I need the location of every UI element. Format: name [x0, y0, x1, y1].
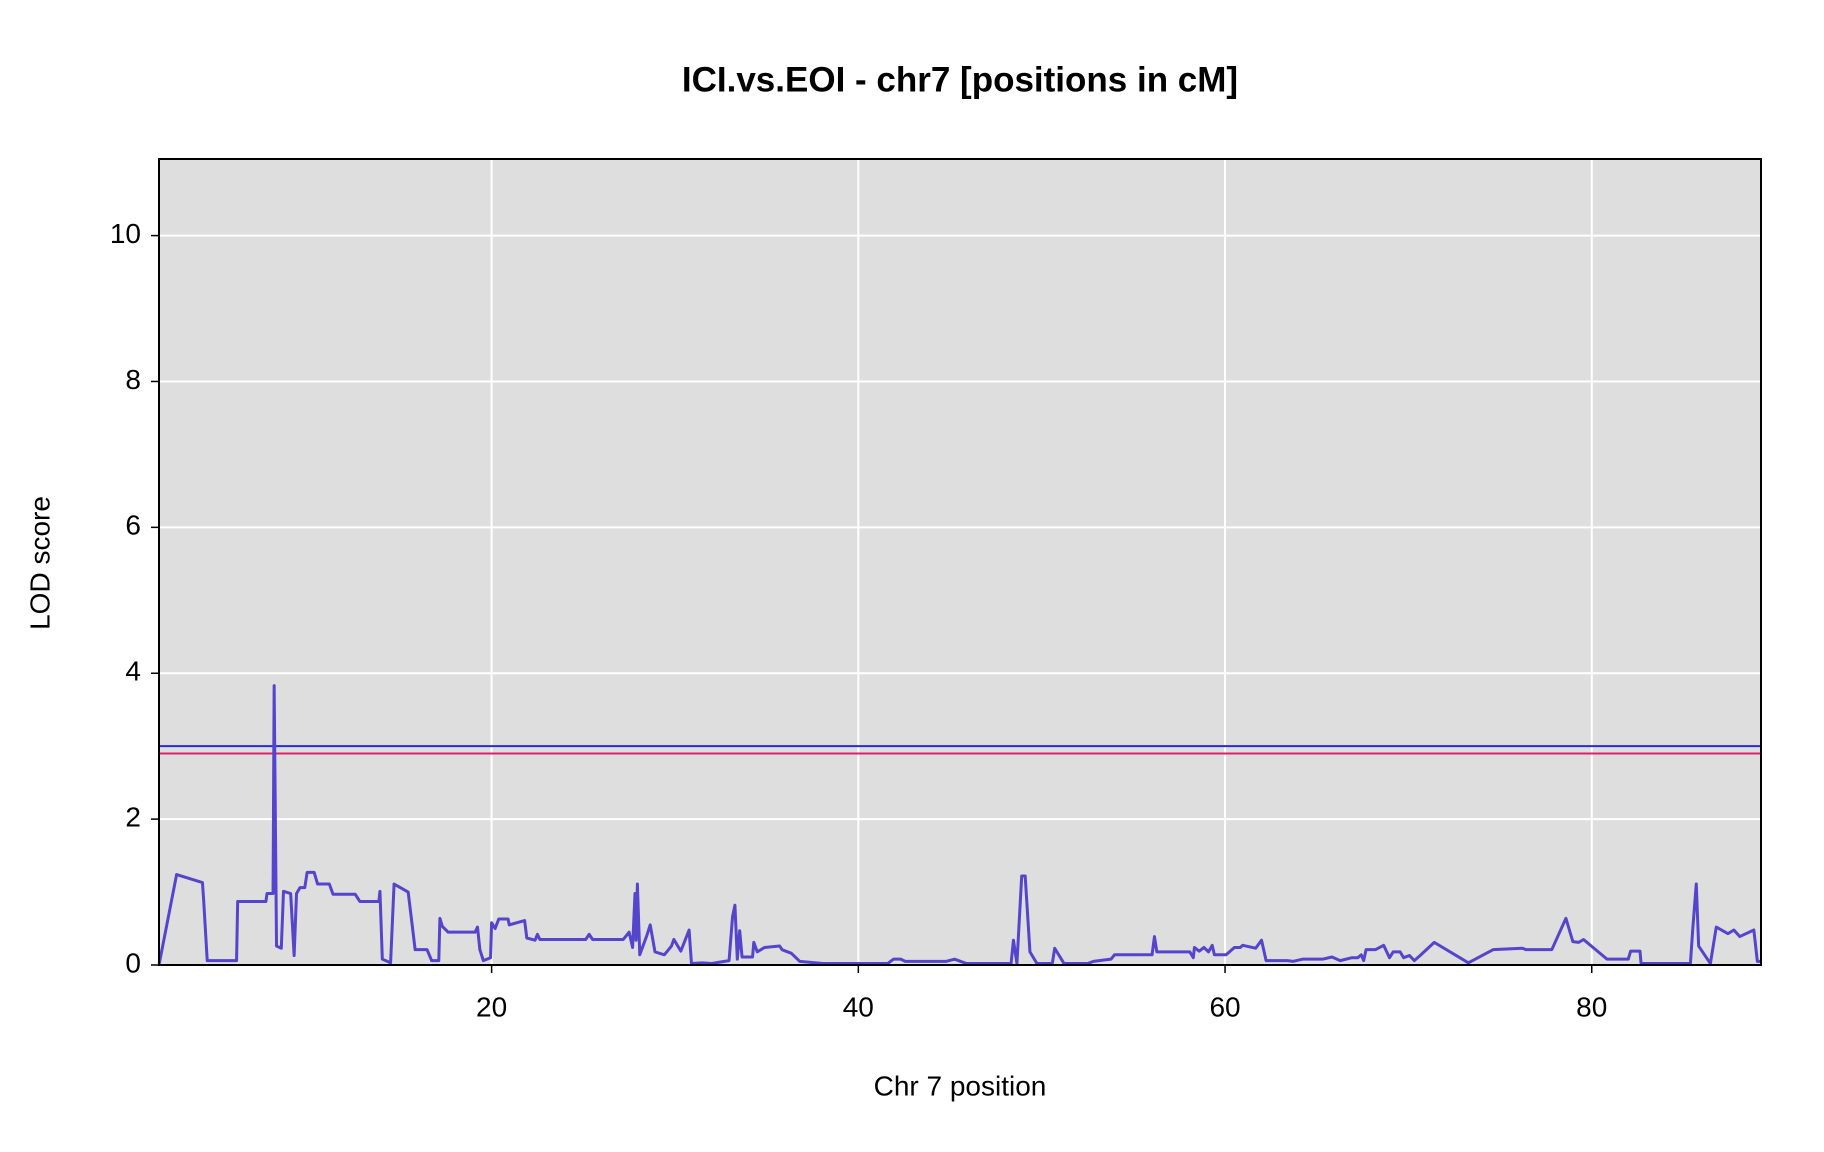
x-tick-label: 60: [1209, 991, 1240, 1022]
y-tick-label: 8: [125, 364, 141, 395]
x-tick-label: 20: [476, 991, 507, 1022]
y-tick-label: 6: [125, 510, 141, 541]
plot-frame: [158, 158, 1762, 966]
y-tick-label: 10: [110, 218, 141, 249]
y-tick-label: 0: [125, 947, 141, 978]
lod-line: [157, 684, 1761, 966]
chart-title: ICI.vs.EOI - chr7 [positions in cM]: [682, 60, 1238, 99]
x-axis-label: Chr 7 position: [874, 1070, 1047, 1101]
x-tick-label: 40: [843, 991, 874, 1022]
x-tick-label: 80: [1576, 991, 1607, 1022]
y-tick-label: 4: [125, 656, 141, 687]
plot-background: [159, 159, 1761, 965]
y-tick-label: 2: [125, 802, 141, 833]
y-axis-label: LOD score: [24, 496, 55, 630]
